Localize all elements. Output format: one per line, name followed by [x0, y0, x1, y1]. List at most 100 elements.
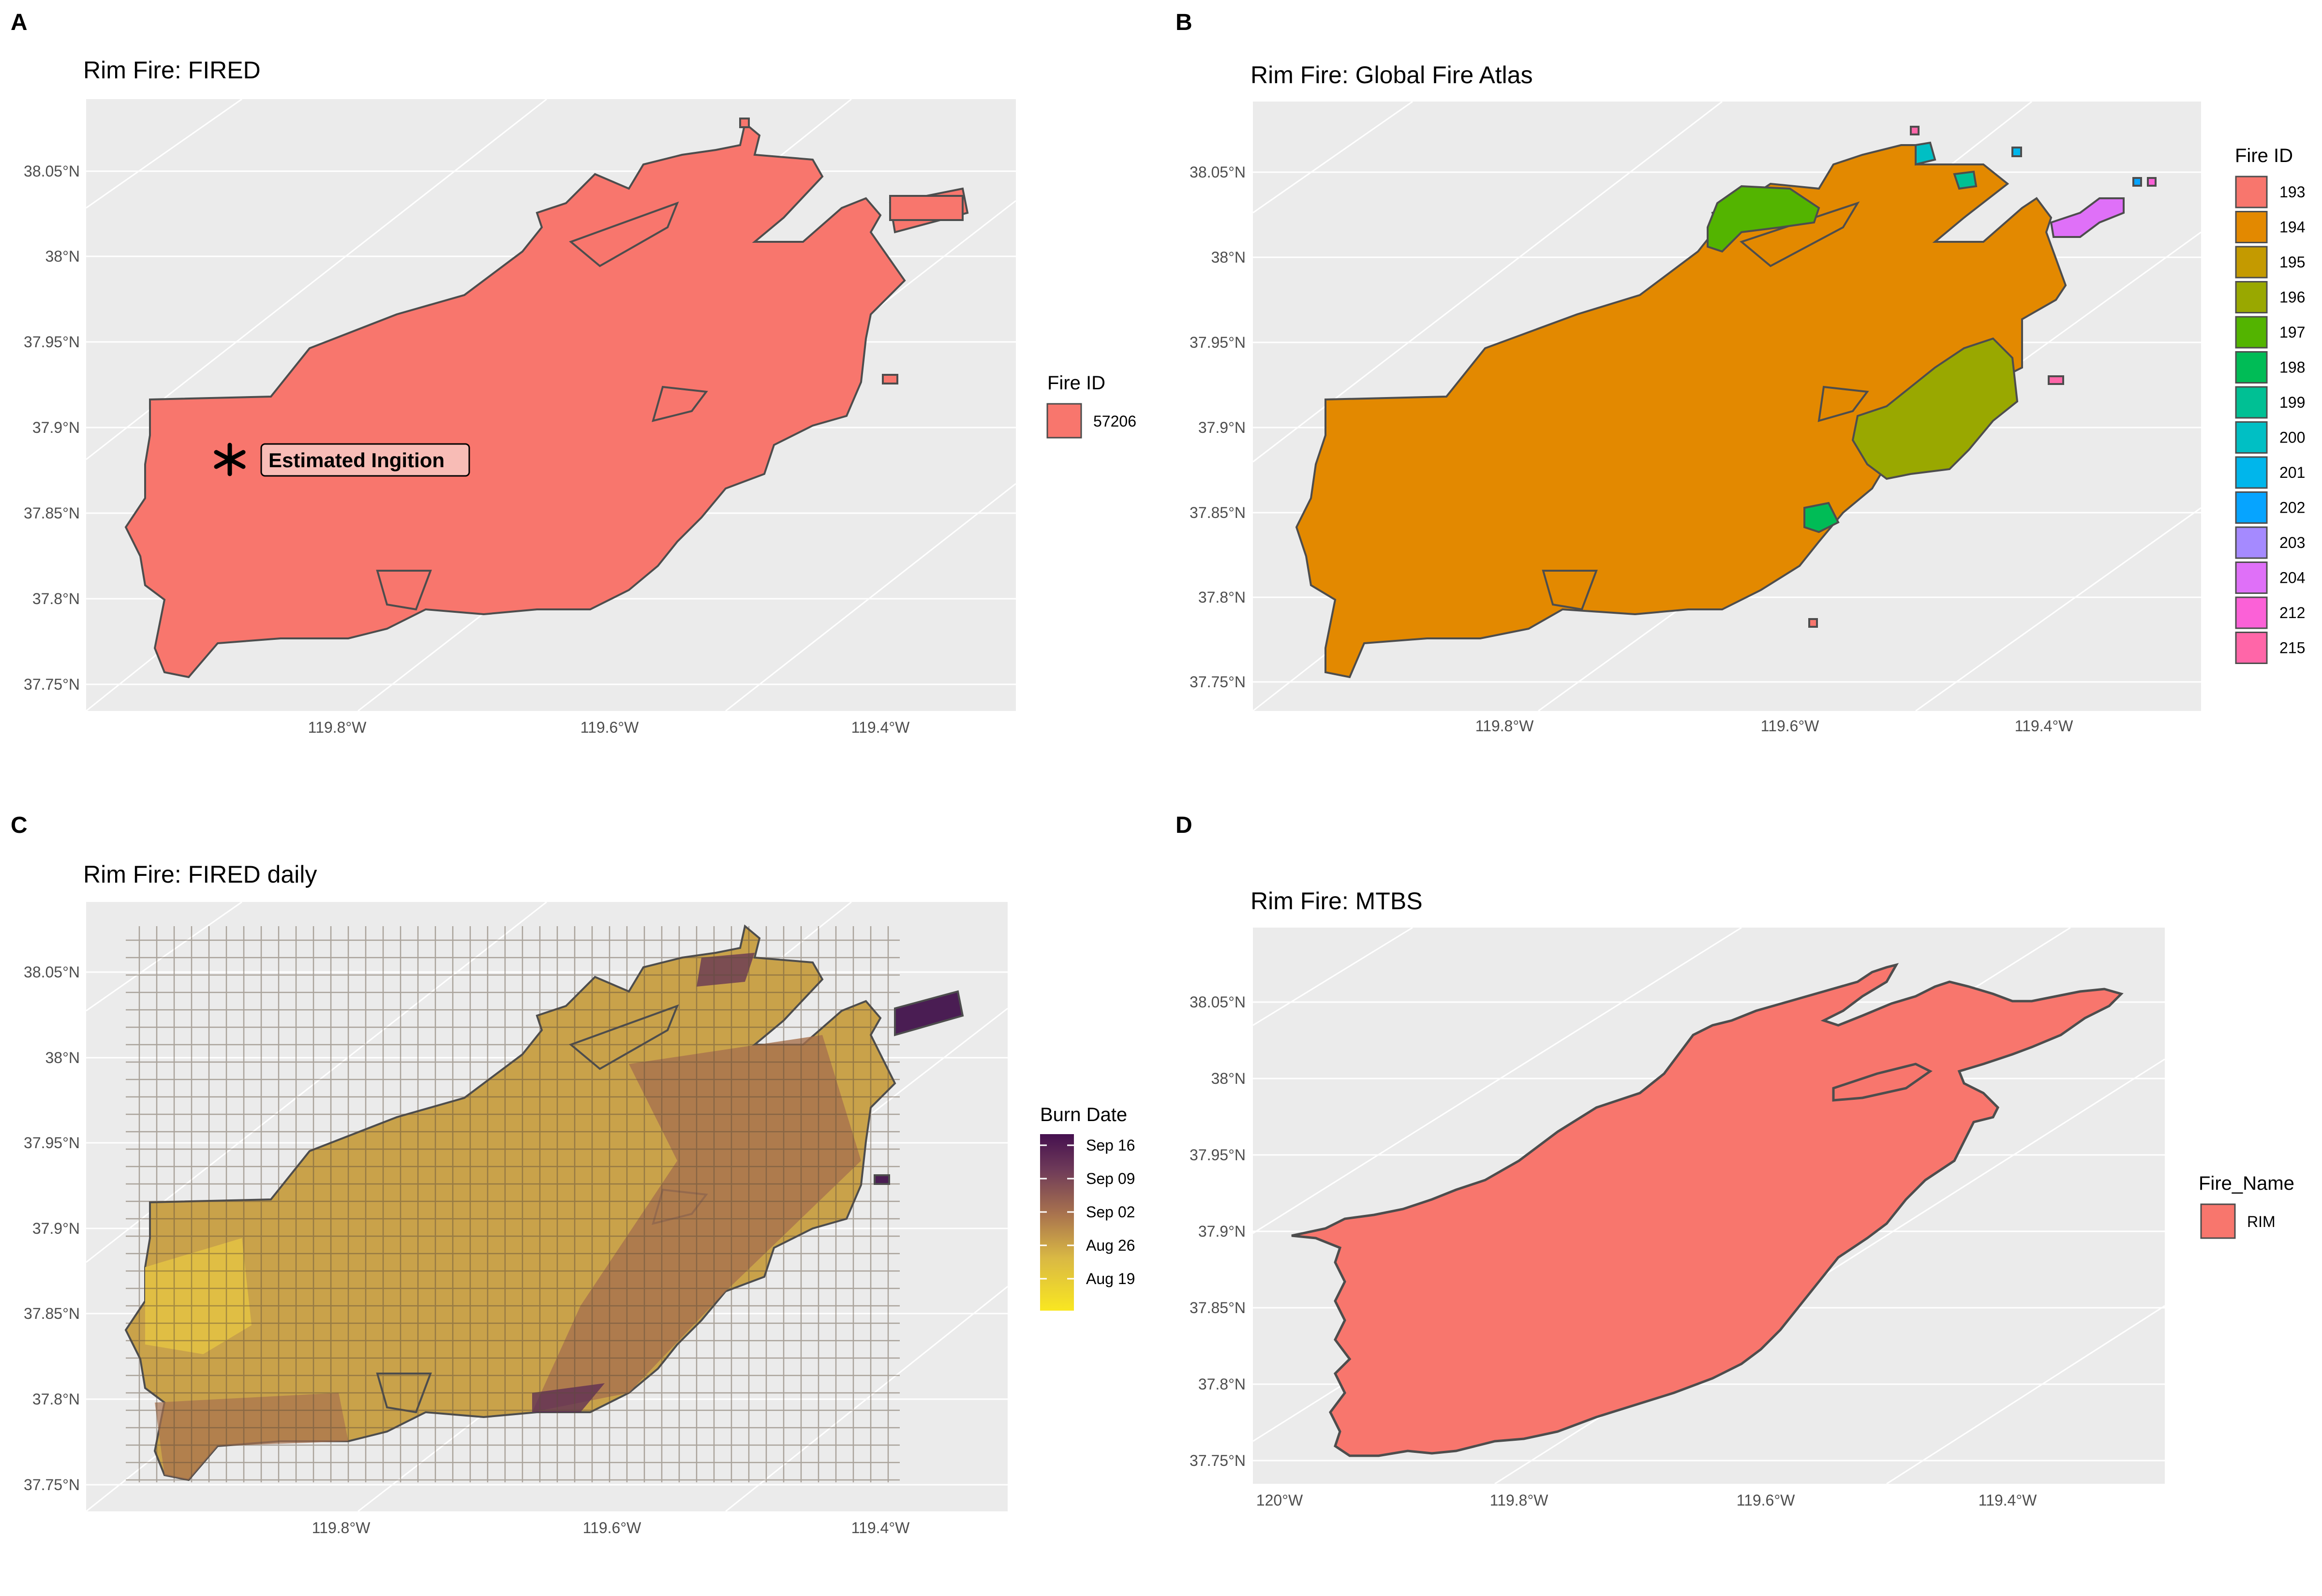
panel-letter: D [1176, 813, 1192, 838]
colorbar-label: Sep 09 [1086, 1170, 1135, 1187]
x-tick-label: 119.4°W [851, 1519, 910, 1537]
panel-a: A Rim Fire: FIRED Estimated Ingition [11, 10, 1136, 736]
colorbar-label: Aug 19 [1086, 1270, 1135, 1287]
x-tick-label: 119.6°W [583, 1519, 642, 1537]
burn-grid-texture [126, 926, 900, 1482]
y-tick-label: 37.95°N [1190, 1146, 1246, 1164]
y-axis-labels: 38.05°N 38°N 37.95°N 37.9°N 37.85°N 37.8… [24, 963, 80, 1493]
panel-d: D Rim Fire: MTBS 38.05°N 38°N 37.95°N 37… [1176, 813, 2294, 1509]
legend-title: Fire ID [2235, 145, 2293, 166]
legend: Fire ID 193 194 195 196 197 198 199 200 201 202 20… [2235, 145, 2305, 664]
colorbar-ticks [1040, 1144, 1074, 1280]
fire-perimeter-rim [1291, 963, 2124, 1457]
legend-label: 202 [2279, 499, 2305, 517]
y-tick-label: 38°N [1211, 249, 1246, 266]
fire-perimeter-197 [1707, 185, 1820, 253]
legend-swatch [2235, 386, 2268, 419]
legend-label: 193 [2279, 183, 2305, 201]
legend-label: RIM [2247, 1213, 2276, 1230]
y-tick-label: 37.8°N [32, 1390, 80, 1408]
y-tick-label: 38.05°N [24, 963, 80, 981]
x-tick-label: 119.8°W [312, 1519, 371, 1537]
y-axis-labels: 38.05°N 38°N 37.95°N 37.9°N 37.85°N 37.8… [24, 163, 80, 693]
legend-items: 193 194 195 196 197 198 199 200 201 202 203 204 212 2… [2235, 176, 2305, 664]
y-tick-label: 37.8°N [1198, 589, 1246, 606]
x-tick-label: 119.4°W [1979, 1492, 2038, 1509]
legend-swatch [2235, 456, 2268, 489]
legend-label: 57206 [1093, 413, 1136, 430]
x-axis-labels: 119.8°W 119.6°W 119.4°W [308, 719, 910, 736]
fire-perimeter-204 [2050, 197, 2125, 238]
legend-swatch [2235, 246, 2268, 279]
colorbar-label: Aug 26 [1086, 1237, 1135, 1254]
legend-swatch [1046, 403, 1082, 439]
fire-perimeter-200 [1915, 141, 1936, 166]
y-tick-label: 37.75°N [24, 676, 80, 693]
panel-title: Rim Fire: MTBS [1250, 887, 1423, 915]
fire-perimeter-57206 [124, 121, 969, 679]
legend-label: 215 [2279, 639, 2305, 657]
legend: Fire_Name RIM [2199, 1173, 2294, 1239]
y-tick-label: 37.75°N [1190, 1452, 1246, 1469]
colorbar [1040, 1134, 1074, 1311]
colorbar-label: Sep 16 [1086, 1137, 1135, 1154]
y-tick-label: 37.95°N [24, 333, 80, 351]
fire-perimeter-fragment [1808, 618, 1818, 628]
x-tick-label: 119.8°W [308, 719, 367, 736]
x-tick-label: 119.6°W [580, 719, 640, 736]
legend-swatch [2235, 526, 2268, 559]
x-tick-label: 120°W [1256, 1492, 1303, 1509]
colorbar-label: Sep 02 [1086, 1203, 1135, 1221]
ignition-label: Estimated Ingition [268, 449, 445, 472]
fire-perimeter-212 [2147, 177, 2157, 187]
legend-swatch [2235, 491, 2268, 524]
y-tick-label: 37.8°N [32, 590, 80, 607]
legend-label: 204 [2279, 569, 2305, 587]
legend-swatch [2200, 1203, 2236, 1239]
x-tick-label: 119.6°W [1761, 717, 1820, 735]
fire-perimeter-fragment [739, 118, 750, 128]
legend-label: 195 [2279, 253, 2305, 271]
panel-letter: A [11, 10, 28, 35]
fire-perimeter-fragment [889, 195, 964, 221]
legend-label: 201 [2279, 464, 2305, 481]
fire-perimeter-fragment [894, 990, 964, 1036]
x-tick-label: 119.8°W [1490, 1492, 1549, 1509]
legend-label: 198 [2279, 359, 2305, 376]
x-tick-label: 119.8°W [1475, 717, 1534, 735]
x-tick-label: 119.6°W [1737, 1492, 1796, 1509]
legend-label: 196 [2279, 289, 2305, 306]
legend-swatch [2235, 316, 2268, 349]
legend-label: 212 [2279, 604, 2305, 621]
panel-letter: B [1176, 10, 1192, 35]
y-tick-label: 37.85°N [1190, 504, 1246, 521]
legend-label: 194 [2279, 219, 2305, 236]
panel-title: Rim Fire: FIRED daily [83, 861, 317, 888]
fire-perimeter-194 [1295, 144, 2067, 679]
y-tick-label: 37.9°N [32, 419, 80, 436]
y-tick-label: 38.05°N [24, 163, 80, 180]
y-tick-label: 38°N [45, 248, 80, 265]
panel-c: C Rim Fire: FIRED daily 38.05°N 38° [11, 813, 1135, 1537]
panel-b: B Rim Fire: Global Fire Atlas [1176, 10, 2305, 735]
fire-perimeter-215 [1910, 126, 1920, 135]
y-axis-labels: 38.05°N 38°N 37.95°N 37.9°N 37.85°N 37.8… [1190, 163, 1246, 691]
y-tick-label: 37.85°N [24, 504, 80, 522]
legend-label: 203 [2279, 534, 2305, 551]
panel-title: Rim Fire: FIRED [83, 57, 261, 84]
y-tick-label: 37.85°N [1190, 1299, 1246, 1316]
legend-swatch [2235, 211, 2268, 243]
y-tick-label: 37.8°N [1198, 1375, 1246, 1393]
y-tick-label: 37.95°N [24, 1134, 80, 1152]
fire-perimeter-196 [1851, 337, 2019, 480]
legend-title: Fire ID [1047, 372, 1105, 394]
fire-perimeter-198 [1803, 502, 1840, 533]
y-tick-label: 38.05°N [1190, 993, 1246, 1011]
legend-title: Fire_Name [2199, 1173, 2294, 1194]
panel-title: Rim Fire: Global Fire Atlas [1250, 61, 1533, 89]
ignition-marker-icon [214, 443, 246, 476]
fire-perimeter-201 [2011, 147, 2022, 157]
legend-swatch [2235, 562, 2268, 594]
fire-perimeter-fragment [882, 374, 898, 384]
